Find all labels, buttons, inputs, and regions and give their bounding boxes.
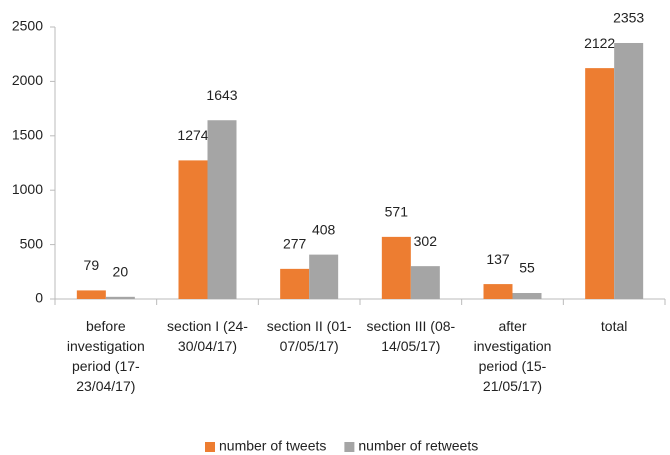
- value-label: 55: [519, 260, 535, 276]
- value-label: 1274: [177, 127, 208, 143]
- x-tick-label: after investigation period (15-21/05/17): [473, 318, 552, 394]
- legend-swatch: [344, 442, 355, 452]
- value-label: 571: [385, 204, 409, 220]
- value-label: 408: [312, 221, 336, 237]
- y-tick-label: 0: [35, 290, 43, 306]
- value-label: 2353: [613, 10, 644, 26]
- bar: [512, 293, 542, 299]
- value-label: 1643: [206, 87, 237, 103]
- value-label: 2122: [584, 35, 615, 51]
- x-tick-label: total: [600, 318, 628, 334]
- bar: [105, 296, 135, 299]
- bar: [381, 236, 411, 299]
- legend-label: number of tweets: [219, 438, 326, 454]
- x-tick-label: section II (01-07/05/17): [266, 318, 352, 354]
- legend-label: number of retweets: [358, 438, 478, 454]
- bar: [280, 268, 310, 299]
- bar: [614, 42, 644, 300]
- y-tick-label: 500: [20, 235, 44, 251]
- bar: [483, 284, 513, 299]
- bar: [410, 266, 440, 299]
- y-tick-label: 2500: [12, 18, 43, 34]
- bar: [76, 290, 106, 299]
- x-tick-label: before investigation period (17-23/04/17…: [66, 318, 145, 394]
- value-label: 20: [113, 264, 129, 280]
- bar: [178, 160, 208, 299]
- y-tick-label: 2000: [12, 72, 43, 88]
- bar: [309, 254, 339, 299]
- x-tick-label: section I (24-30/04/17): [167, 318, 248, 354]
- value-label: 137: [486, 251, 510, 267]
- x-tick-label: section III (08-14/05/17): [366, 318, 456, 354]
- bar: [585, 68, 615, 299]
- value-label: 302: [414, 233, 438, 249]
- legend-swatch: [205, 442, 215, 452]
- y-tick-label: 1000: [12, 181, 43, 197]
- value-label: 277: [283, 236, 307, 252]
- bar: [207, 120, 237, 299]
- y-tick-label: 1500: [12, 127, 43, 143]
- value-label: 79: [84, 257, 100, 273]
